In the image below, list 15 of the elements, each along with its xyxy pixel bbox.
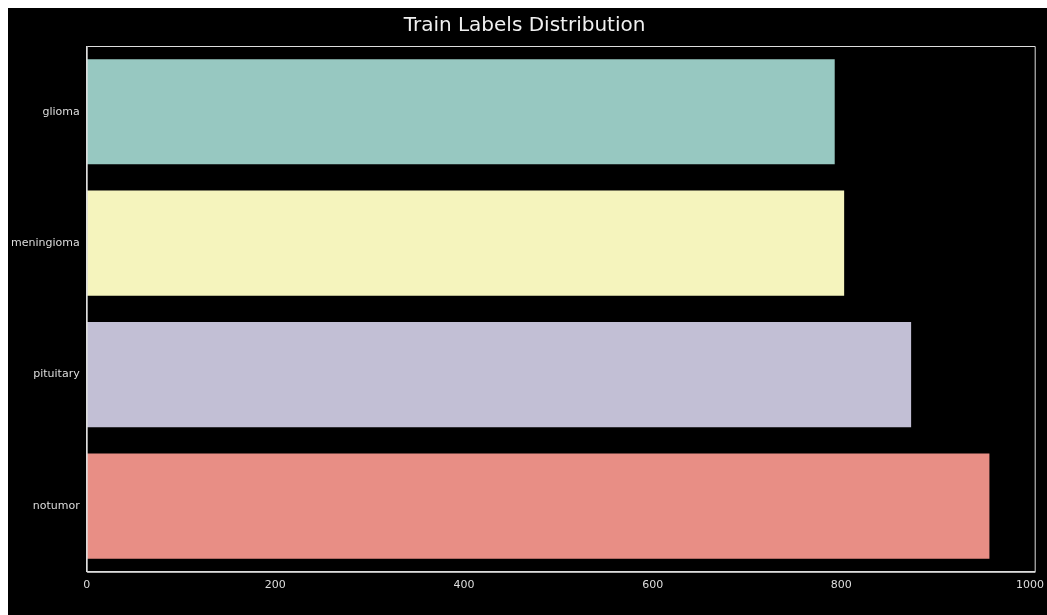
- bar: [86, 322, 912, 428]
- x-tick-label: 0: [83, 578, 91, 592]
- bar: [86, 453, 990, 559]
- x-tick-label: 200: [264, 578, 286, 592]
- x-tick-label: 1000: [1015, 578, 1044, 592]
- bar: [86, 190, 845, 296]
- chart-title: Train Labels Distribution: [402, 12, 646, 37]
- y-tick-label: notumor: [32, 498, 81, 512]
- x-tick-label: 600: [642, 578, 664, 592]
- y-tick-label: meningioma: [10, 236, 80, 250]
- x-tick-label: 400: [453, 578, 475, 592]
- y-tick-label: glioma: [42, 104, 80, 118]
- x-tick-label: 800: [830, 578, 852, 592]
- y-tick-label: pituitary: [33, 367, 81, 381]
- bar: [86, 59, 835, 165]
